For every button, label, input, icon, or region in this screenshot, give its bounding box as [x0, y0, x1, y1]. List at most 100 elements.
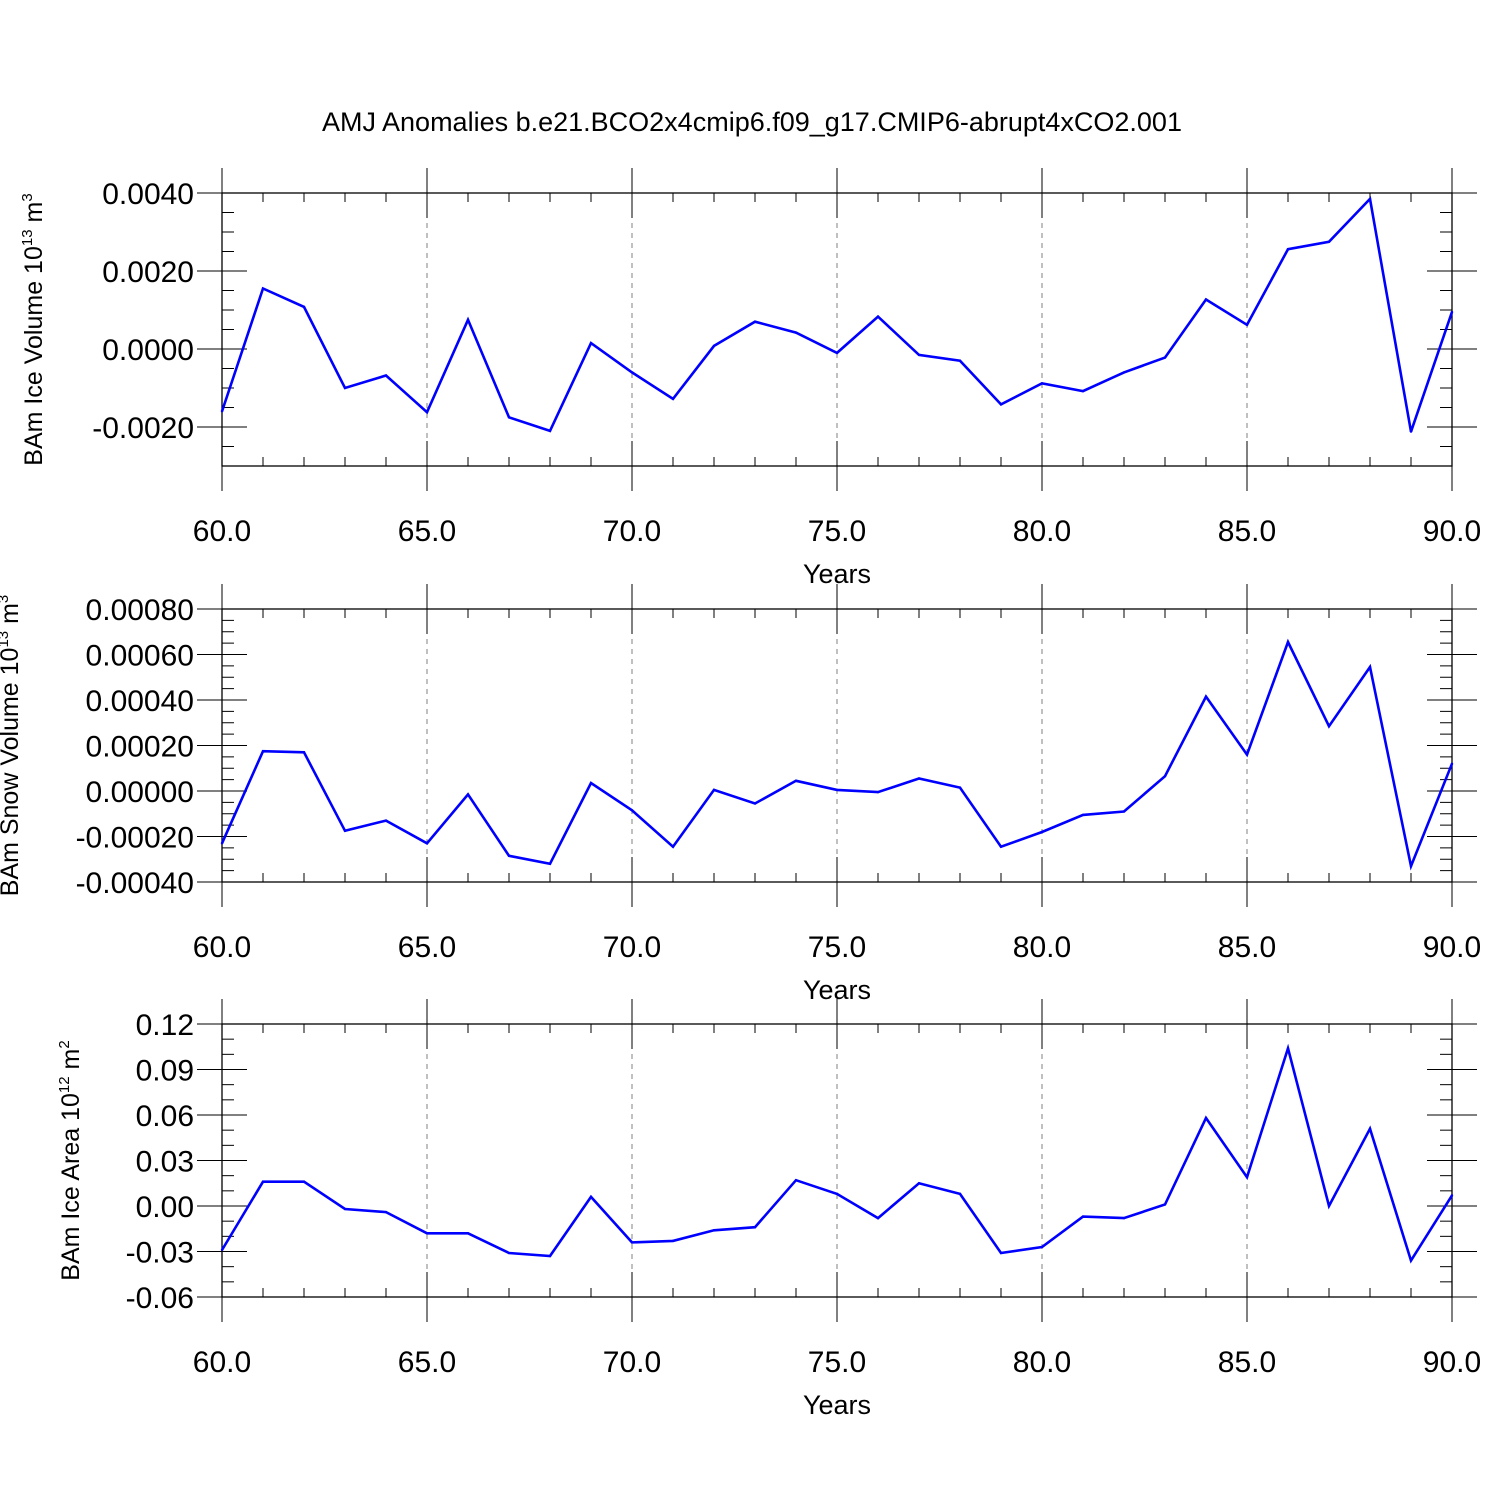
x-tick-label: 80.0 — [1013, 1346, 1071, 1379]
data-point — [999, 403, 1003, 406]
y-tick-label: 0.00 — [136, 1191, 194, 1224]
data-point — [1040, 382, 1044, 385]
y-axis-label: BAm Ice Volume 1013 m3 — [19, 193, 48, 465]
y-axis-label-exp: 12 — [56, 1076, 73, 1093]
data-point — [1122, 371, 1126, 374]
y-axis-label: BAm Snow Volume 1013 m3 — [0, 595, 24, 897]
x-axis-label: Years — [803, 1390, 871, 1420]
x-tick-label: 60.0 — [193, 1346, 251, 1379]
data-point — [1368, 665, 1372, 669]
y-tick-label: -0.06 — [126, 1282, 194, 1315]
data-point — [1245, 1175, 1249, 1179]
y-tick-label: 0.09 — [136, 1055, 194, 1088]
y-tick-label: 0.03 — [136, 1146, 194, 1179]
data-point — [712, 344, 716, 348]
data-point — [1163, 356, 1167, 359]
panels: 60.0 65.0 70.0 75.0 80.0 85.0 90.0 Years -0.0020… — [0, 168, 1481, 1420]
data-point — [507, 1251, 511, 1255]
data-point — [876, 315, 880, 318]
data-point — [1245, 323, 1249, 327]
data-point — [794, 1179, 798, 1182]
x-tick-label: 65.0 — [398, 515, 456, 548]
data-point — [261, 1180, 265, 1183]
y-axis-label-unit-exp: 3 — [0, 595, 12, 603]
data-point — [548, 429, 552, 433]
data-point — [671, 397, 675, 401]
data-point — [220, 1248, 224, 1252]
data-point — [589, 341, 593, 345]
data-point — [1286, 640, 1290, 644]
data-point — [466, 318, 470, 321]
x-tick-label: 70.0 — [603, 515, 661, 548]
data-point — [425, 842, 429, 845]
data-point — [1040, 830, 1044, 834]
data-point — [220, 410, 224, 413]
data-point — [548, 1254, 552, 1258]
panel-1: 60.0 65.0 70.0 75.0 80.0 85.0 90.0Years-0.0020… — [19, 168, 1481, 589]
data-point — [999, 845, 1003, 848]
data-point — [630, 809, 634, 812]
data-point — [1450, 762, 1454, 765]
y-axis-label-unit: m — [20, 202, 48, 230]
data-point — [1122, 1216, 1126, 1220]
x-tick-label: 65.0 — [398, 931, 456, 964]
data-point — [507, 416, 511, 419]
data-point — [261, 287, 265, 290]
data-point — [1204, 695, 1208, 698]
data-point — [343, 386, 347, 390]
data-point — [466, 1232, 470, 1235]
data-point — [1122, 810, 1126, 813]
y-tick-label: 0.0000 — [102, 334, 194, 367]
data-point — [220, 842, 224, 845]
data-point — [1409, 1259, 1413, 1262]
y-tick-label: 0.00060 — [86, 640, 194, 673]
x-tick-label: 90.0 — [1423, 1346, 1481, 1379]
data-point — [425, 410, 429, 414]
data-point — [630, 371, 634, 374]
data-point — [384, 819, 388, 822]
panel-2: 60.0 65.0 70.0 75.0 80.0 85.0 90.0Years-0.0004… — [0, 584, 1481, 1005]
data-point — [589, 1195, 593, 1199]
data-point — [1081, 1215, 1085, 1218]
y-axis-label: BAm Ice Area 1012 m2 — [56, 1040, 85, 1280]
data-point — [1368, 1127, 1372, 1130]
y-tick-label: 0.00020 — [86, 731, 194, 764]
y-axis-label-unit: m — [0, 603, 24, 631]
data-point — [1163, 775, 1167, 778]
y-axis-label-main: BAm Ice Volume 10 — [20, 246, 48, 466]
data-point — [466, 793, 470, 796]
data-point — [835, 351, 839, 355]
data-point — [1327, 1204, 1331, 1208]
data-point — [999, 1251, 1003, 1255]
y-axis-label-main: BAm Snow Volume 10 — [0, 648, 24, 897]
y-axis-label-unit-exp: 2 — [56, 1040, 73, 1048]
x-tick-label: 70.0 — [603, 931, 661, 964]
x-tick-label: 65.0 — [398, 1346, 456, 1379]
y-axis-label-unit-exp: 3 — [19, 193, 36, 201]
data-point — [712, 1229, 716, 1232]
data-point — [794, 331, 798, 334]
y-tick-label: 0.00000 — [86, 776, 194, 809]
data-point — [302, 305, 306, 309]
x-tick-label: 85.0 — [1218, 1346, 1276, 1379]
y-tick-label: 0.06 — [136, 1100, 194, 1133]
y-tick-label: 0.0040 — [102, 178, 194, 211]
data-point — [384, 1210, 388, 1214]
data-point — [1409, 430, 1413, 433]
data-point — [507, 854, 511, 858]
data-point — [630, 1241, 634, 1244]
data-point — [917, 353, 921, 357]
data-point — [384, 374, 388, 377]
y-axis-label-unit: m — [57, 1049, 85, 1077]
x-tick-label: 90.0 — [1423, 515, 1481, 548]
y-tick-label: 0.0020 — [102, 256, 194, 289]
x-tick-label: 85.0 — [1218, 515, 1276, 548]
data-point — [261, 749, 265, 753]
data-point — [1409, 864, 1413, 868]
data-point — [1081, 813, 1085, 817]
data-point — [548, 862, 552, 865]
data-point — [1245, 753, 1249, 756]
data-point — [1286, 1047, 1290, 1050]
